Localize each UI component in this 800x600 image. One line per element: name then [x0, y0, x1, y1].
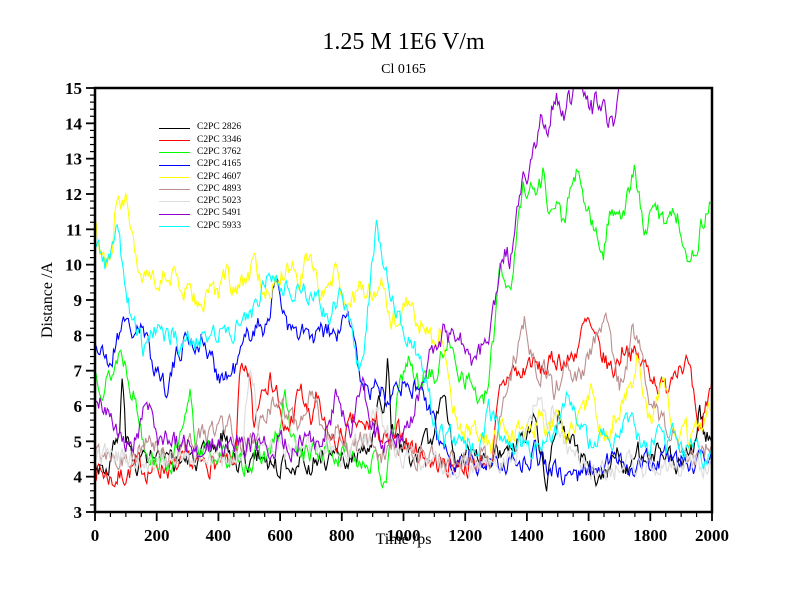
x-tick-label: 1200 — [448, 526, 482, 545]
y-tick-label: 5 — [74, 432, 83, 451]
x-tick-label: 1400 — [510, 526, 544, 545]
legend-swatch — [159, 152, 190, 154]
legend-label: C2PC 3346 — [197, 134, 242, 145]
legend-label: C2PC 4165 — [197, 159, 242, 170]
legend-swatch — [159, 189, 190, 191]
y-tick-label: 3 — [74, 503, 83, 522]
legend-item: C2PC 5023 — [159, 196, 241, 208]
axis-frame — [93, 86, 714, 514]
tick-labels: 0 200 400 600 800 1000 1200 1400 1600 1800 2000 3 4 5… — [65, 79, 729, 545]
series-line-c2pc-5491 — [95, 88, 711, 463]
y-tick-label: 10 — [65, 256, 82, 275]
legend-swatch — [159, 226, 190, 228]
legend-item: C2PC 3762 — [159, 147, 241, 159]
series-line-c2pc-3346 — [95, 317, 712, 488]
x-tick-label: 800 — [329, 526, 355, 545]
series-line-c2pc-5023 — [95, 368, 712, 481]
x-tick-label: 1800 — [633, 526, 667, 545]
y-tick-label: 13 — [65, 150, 82, 169]
x-tick-label: 0 — [91, 526, 100, 545]
y-tick-label: 7 — [74, 362, 83, 381]
y-axis-label: Distance /A — [39, 262, 56, 338]
legend-swatch — [159, 164, 190, 166]
x-tick-label: 200 — [144, 526, 170, 545]
y-tick-label: 11 — [66, 220, 82, 239]
chart-title: 1.25 M 1E6 V/m — [322, 29, 485, 55]
legend-swatch — [159, 139, 190, 141]
legend: C2PC 2826 C2PC 3346 C2PC 3762 C2PC 4165 C2PC… — [159, 122, 241, 233]
y-tick-label: 6 — [74, 397, 83, 416]
legend-label: C2PC 5933 — [197, 220, 242, 231]
series-line-c2pc-5933 — [95, 219, 712, 470]
legend-label: C2PC 5023 — [197, 196, 242, 207]
y-tick-label: 8 — [74, 326, 83, 345]
chart-subtitle: Cl 0165 — [381, 62, 426, 77]
x-axis-label: Time /ps — [375, 531, 432, 548]
x-tick-label: 1000 — [387, 526, 421, 545]
legend-swatch — [159, 201, 190, 203]
series-line-c2pc-4165 — [95, 276, 712, 486]
legend-label: C2PC 4893 — [197, 183, 242, 194]
legend-label: C2PC 3762 — [197, 146, 242, 157]
legend-item: C2PC 4607 — [159, 171, 241, 183]
x-tick-label: 400 — [206, 526, 232, 545]
legend-item: C2PC 4165 — [159, 159, 241, 171]
series-lines — [95, 88, 712, 492]
y-tick-label: 4 — [74, 468, 83, 487]
x-tick-label: 1600 — [572, 526, 606, 545]
legend-item: C2PC 3346 — [159, 134, 241, 146]
legend-swatch — [159, 127, 190, 129]
legend-swatch — [159, 213, 190, 215]
series-line-c2pc-4893 — [95, 311, 712, 473]
y-tick-label: 14 — [65, 114, 83, 133]
legend-item: C2PC 5491 — [159, 208, 241, 220]
legend-label: C2PC 5491 — [197, 208, 242, 219]
y-tick-label: 12 — [65, 185, 82, 204]
legend-label: C2PC 2826 — [197, 122, 242, 133]
legend-item: C2PC 5933 — [159, 220, 241, 232]
legend-item: C2PC 4893 — [159, 183, 241, 195]
legend-swatch — [159, 176, 190, 178]
legend-label: C2PC 4607 — [197, 171, 242, 182]
y-tick-label: 15 — [65, 79, 82, 98]
legend-item: C2PC 2826 — [159, 122, 241, 134]
x-tick-label: 2000 — [695, 526, 729, 545]
x-tick-label: 600 — [267, 526, 293, 545]
y-tick-label: 9 — [74, 291, 83, 310]
series-line-c2pc-3762 — [95, 164, 712, 489]
